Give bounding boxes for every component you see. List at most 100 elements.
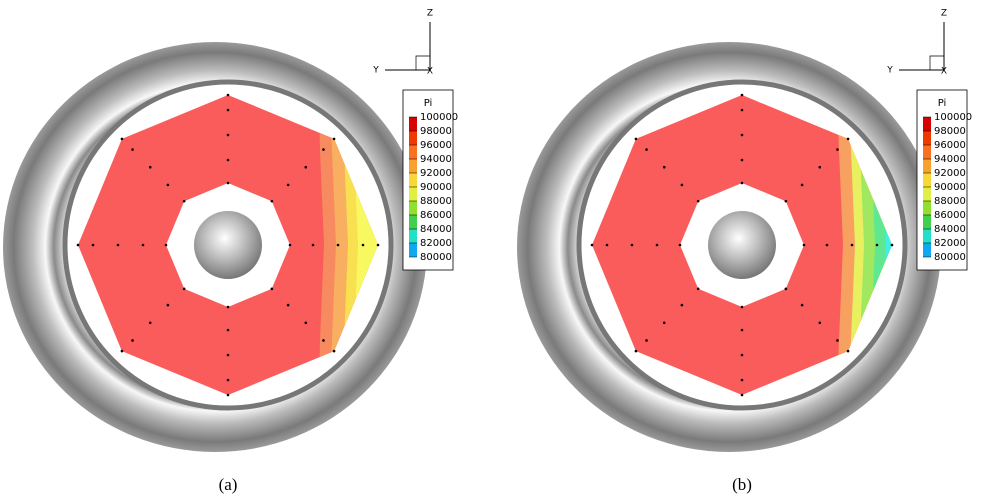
probe-point <box>645 148 648 151</box>
probe-point <box>740 305 744 309</box>
legend-swatch <box>923 187 931 201</box>
panel: Z Y X Pi 100000 98000 96000 94000 92000 90000 8800… <box>3 9 458 494</box>
probe-point <box>740 378 744 382</box>
legend-swatch <box>923 159 931 173</box>
probe-point <box>890 243 894 247</box>
probe-point <box>304 321 308 325</box>
legend-label: 96000 <box>420 140 452 151</box>
legend-swatch <box>923 215 931 229</box>
probe-point <box>288 243 292 247</box>
legend-label: 100000 <box>420 112 458 123</box>
probe-point <box>740 108 744 112</box>
probe-point <box>286 303 290 307</box>
probe-point <box>740 181 744 185</box>
caption: (a) <box>219 475 238 494</box>
legend-label: 80000 <box>934 252 966 263</box>
probe-point <box>836 148 839 151</box>
probe-point <box>680 303 684 307</box>
legend-swatch <box>923 229 931 243</box>
probe-point <box>740 158 744 162</box>
probe-point <box>740 133 744 137</box>
probe-point <box>662 165 666 169</box>
legend-swatch <box>409 243 417 257</box>
axis-label: Y <box>372 66 379 76</box>
probe-point <box>148 165 152 169</box>
legend-swatch <box>923 243 931 257</box>
probe-point <box>226 378 230 382</box>
legend-label: 98000 <box>420 126 452 137</box>
probe-point <box>164 243 168 247</box>
legend-swatch <box>409 159 417 173</box>
probe-point <box>226 108 230 112</box>
probe-point <box>655 243 659 247</box>
probe-point <box>605 243 609 247</box>
probe-point <box>141 243 145 247</box>
legend-label: 90000 <box>934 182 966 193</box>
probe-point <box>286 183 290 187</box>
probe-point <box>226 305 230 309</box>
legend-swatch <box>923 145 931 159</box>
probe-point <box>784 199 788 203</box>
axis-label: X <box>941 67 947 77</box>
probe-point <box>226 353 230 357</box>
hub <box>708 211 776 279</box>
probe-point <box>836 339 839 342</box>
legend-label: 92000 <box>934 168 966 179</box>
probe-point <box>361 243 365 247</box>
probe-point <box>696 287 700 291</box>
probe-point <box>680 183 684 187</box>
legend-swatch <box>409 215 417 229</box>
legend-label: 80000 <box>420 252 452 263</box>
axis-label: Z <box>941 9 947 19</box>
probe-point <box>800 303 804 307</box>
legend-swatch <box>923 131 931 145</box>
legend-label: 86000 <box>934 210 966 221</box>
probe-point <box>850 243 854 247</box>
panel: Z Y X Pi 100000 98000 96000 94000 92000 90000 8800… <box>517 9 972 494</box>
probe-point <box>226 93 230 97</box>
legend-title: Pi <box>938 98 947 109</box>
legend-label: 90000 <box>420 182 452 193</box>
probe-point <box>304 165 308 169</box>
probe-point <box>634 137 638 141</box>
probe-point <box>678 243 682 247</box>
legend-label: 94000 <box>934 154 966 165</box>
axis-label: Z <box>427 9 433 19</box>
probe-point <box>376 243 380 247</box>
probe-point <box>846 137 850 141</box>
probe-point <box>800 183 804 187</box>
probe-point <box>182 199 186 203</box>
legend-swatch <box>409 229 417 243</box>
legend-label: 86000 <box>420 210 452 221</box>
caption: (b) <box>732 475 752 494</box>
legend-swatch <box>923 201 931 215</box>
legend-swatch <box>409 117 417 131</box>
probe-point <box>740 328 744 332</box>
probe-point <box>590 243 594 247</box>
legend-label: 82000 <box>420 238 452 249</box>
legend-swatch <box>923 173 931 187</box>
axis-corner <box>415 55 430 70</box>
probe-point <box>825 243 829 247</box>
probe-point <box>645 339 648 342</box>
probe-point <box>336 243 340 247</box>
probe-point <box>226 393 230 397</box>
probe-point <box>662 321 666 325</box>
probe-point <box>818 165 822 169</box>
legend-swatch <box>409 145 417 159</box>
probe-point <box>270 199 274 203</box>
legend-swatch <box>923 117 931 131</box>
probe-point <box>148 321 152 325</box>
legend-label: 98000 <box>934 126 966 137</box>
probe-point <box>332 137 336 141</box>
probe-point <box>226 158 230 162</box>
probe-point <box>76 243 80 247</box>
legend-swatch <box>409 187 417 201</box>
probe-point <box>131 339 134 342</box>
axis-label: Y <box>886 66 893 76</box>
hub <box>194 211 262 279</box>
legend-swatch <box>409 201 417 215</box>
probe-point <box>740 393 744 397</box>
probe-point <box>270 287 274 291</box>
